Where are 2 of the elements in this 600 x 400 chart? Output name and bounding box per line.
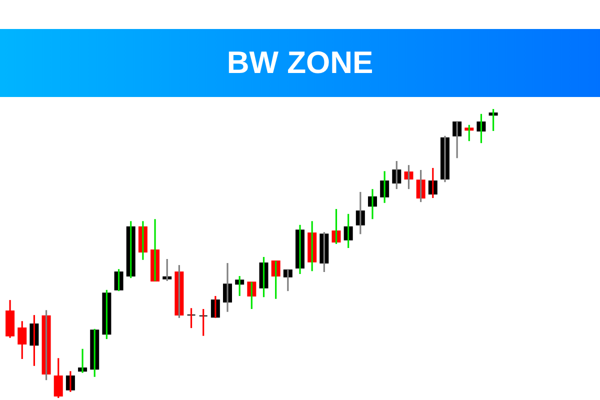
candlestick bbox=[198, 308, 208, 337]
candlestick bbox=[186, 307, 196, 329]
